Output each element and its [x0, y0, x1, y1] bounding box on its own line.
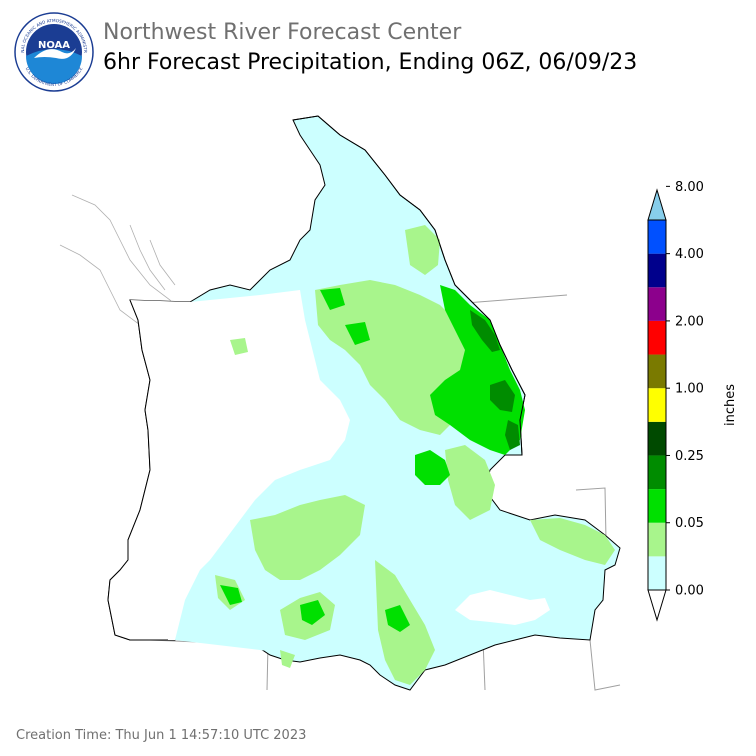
colorbar-tick-label: 4.00 [675, 247, 704, 262]
heavier-precip-areas [470, 310, 520, 450]
logo-text: NOAA [38, 40, 70, 51]
coast-outline [107, 299, 168, 641]
north-boundary-outline [292, 115, 526, 456]
colorbar-bin [648, 522, 666, 557]
noaa-logo: NOAA NATIONAL OCEANIC AND ATMOSPHERIC AD… [14, 12, 94, 92]
colorbar-unit-label: inches [723, 384, 738, 426]
colorbar-bin [648, 253, 666, 288]
creation-time: Creation Time: Thu Jun 1 14:57:10 UTC 20… [16, 728, 307, 743]
colorbar-bin [648, 220, 666, 254]
colorbar-bin [648, 421, 666, 456]
colorbar-lower-arrow [647, 589, 667, 622]
organization-title: Northwest River Forecast Center [103, 20, 462, 45]
colorbar-tick-label: 8.00 [675, 180, 704, 195]
colorbar-frame [647, 219, 667, 591]
colorbar-bin [648, 556, 666, 590]
heavy-precip-areas [220, 285, 525, 632]
colorbar-tick-label: 0.25 [675, 449, 704, 464]
product-title: 6hr Forecast Precipitation, Ending 06Z, … [103, 50, 638, 75]
colorbar-bin [648, 388, 666, 422]
precipitation-colorbar: 0.00 0.05 0.25 1.00 2.00 4.00 8.00 inches [647, 180, 738, 622]
no-precip-west [108, 290, 350, 640]
colorbar-bin [648, 287, 666, 321]
no-precip-southeast [455, 590, 550, 625]
colorbar-bin [648, 489, 666, 523]
colorbar-bin [648, 320, 666, 355]
colorbar-bin [648, 354, 666, 389]
colorbar-tick-label: 0.00 [675, 584, 704, 599]
colorbar-bin [648, 455, 666, 490]
colorbar-tick-label: 1.00 [675, 382, 704, 397]
colorbar-upper-arrow [647, 188, 667, 221]
colorbar-tick-label: 0.05 [675, 516, 704, 531]
colorbar-tick-label: 2.00 [675, 314, 704, 329]
